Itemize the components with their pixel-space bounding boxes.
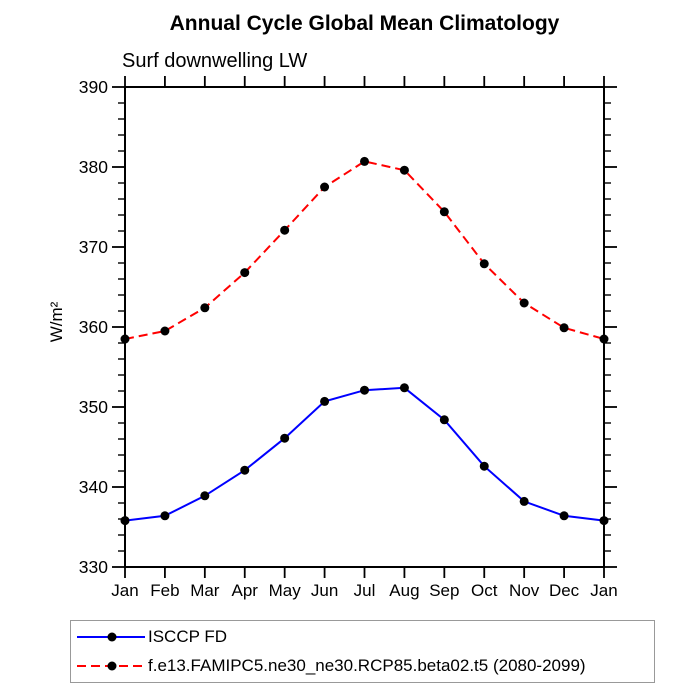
data-point-marker: [280, 225, 290, 235]
chart-title: Annual Cycle Global Mean Climatology: [169, 12, 560, 35]
data-point-marker: [479, 259, 489, 269]
legend-line-sample-model: [77, 661, 145, 671]
x-axis-ticks: [124, 76, 605, 578]
legend-label-model: f.e13.FAMIPC5.ne30_ne30.RCP85.beta02.t5 …: [148, 656, 586, 675]
data-point-marker: [519, 298, 529, 308]
y-tick-label: 360: [79, 317, 108, 337]
legend-row-model: f.e13.FAMIPC5.ne30_ne30.RCP85.beta02.t5 …: [76, 652, 654, 681]
legend-sample-marker: [107, 661, 117, 671]
data-point-marker: [320, 182, 330, 192]
x-tick-label: Mar: [190, 581, 220, 600]
series-line-1: [124, 160, 605, 340]
legend: ISCCP FD f.e13.FAMIPC5.ne30_ne30.RCP85.b…: [70, 620, 655, 683]
series-markers-1: [120, 156, 609, 344]
data-point-marker: [200, 303, 210, 313]
data-point-marker: [399, 383, 409, 393]
x-tick-label: Jan: [111, 581, 138, 600]
y-tick-label: 390: [79, 77, 108, 97]
x-tick-label: Jun: [311, 581, 338, 600]
legend-label-isccp-fd: ISCCP FD: [148, 627, 228, 646]
legend-line-sample-isccp-fd: [77, 632, 145, 642]
x-tick-label: Oct: [471, 581, 498, 600]
data-point-marker: [160, 326, 170, 336]
y-axis-minor-ticks: [118, 102, 611, 552]
data-point-marker: [599, 334, 609, 344]
data-point-marker: [160, 511, 170, 521]
data-point-marker: [519, 496, 529, 506]
y-axis-tick-labels: 330 340 350 360 370 380 390: [79, 77, 108, 577]
data-point-marker: [120, 334, 130, 344]
data-point-marker: [360, 156, 369, 166]
data-point-marker: [280, 433, 290, 443]
x-tick-label: Feb: [150, 581, 179, 600]
data-point-marker: [360, 385, 369, 395]
data-point-marker: [439, 207, 449, 217]
data-point-marker: [320, 396, 330, 406]
data-point-marker: [240, 268, 250, 278]
y-tick-label: 350: [79, 397, 108, 417]
x-tick-label: Nov: [509, 581, 540, 600]
x-axis-tick-labels: Jan Feb Mar Apr May Jun Jul Aug Sep Oct Nov Dec Jan: [111, 581, 617, 600]
data-point-marker: [200, 491, 210, 501]
y-tick-label: 330: [79, 557, 108, 577]
y-tick-label: 380: [79, 157, 108, 177]
x-tick-label: Apr: [232, 581, 259, 600]
legend-row-isccp-fd: ISCCP FD: [76, 623, 654, 652]
x-tick-label: Dec: [549, 581, 580, 600]
x-tick-label: Aug: [389, 581, 419, 600]
data-point-marker: [599, 516, 609, 526]
x-tick-label: Sep: [429, 581, 459, 600]
data-point-marker: [120, 516, 130, 526]
legend-sample-marker: [107, 632, 117, 642]
data-point-marker: [240, 465, 250, 475]
y-tick-label: 340: [79, 477, 108, 497]
data-point-marker: [479, 461, 489, 471]
x-tick-label: Jul: [354, 581, 376, 600]
chart-subtitle: Surf downwelling LW: [122, 50, 308, 72]
data-point-marker: [559, 323, 569, 333]
data-point-marker: [559, 511, 569, 521]
data-point-marker: [399, 165, 409, 175]
y-tick-label: 370: [79, 237, 108, 257]
series-markers-0: [120, 383, 609, 526]
x-tick-label: May: [269, 581, 302, 600]
y-axis-major-ticks: [112, 86, 617, 568]
x-tick-label: Jan: [590, 581, 617, 600]
series-line-0: [124, 386, 605, 522]
data-point-marker: [439, 415, 449, 425]
